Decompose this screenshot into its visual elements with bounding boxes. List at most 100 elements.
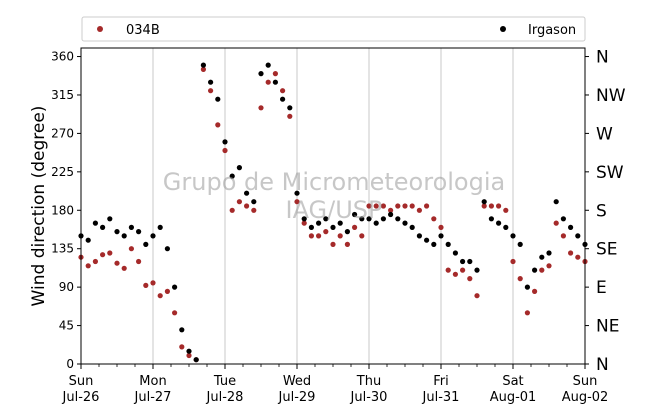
series-irgason-point	[337, 220, 343, 226]
compass-label: N	[596, 355, 609, 375]
series-034b-point	[568, 250, 574, 256]
series-irgason-point	[388, 211, 394, 218]
series-irgason-point	[215, 96, 221, 102]
series-irgason-point	[200, 62, 206, 68]
series-irgason-point	[424, 237, 430, 243]
series-034b-point	[496, 203, 502, 209]
compass-label: NE	[596, 317, 619, 337]
series-irgason-point	[272, 79, 278, 85]
y-tick-label: 45	[59, 319, 74, 333]
series-irgason-point	[121, 233, 127, 239]
series-034b-point	[524, 310, 531, 316]
series-irgason-point	[128, 224, 134, 230]
series-034b-point	[251, 207, 257, 213]
series-irgason-point	[294, 190, 300, 196]
compass-label: SE	[596, 240, 618, 260]
watermark-line-2: IAG/USP	[285, 196, 382, 224]
series-034b-point	[402, 203, 408, 209]
series-034b-point	[510, 258, 516, 265]
series-034b-point	[244, 203, 250, 209]
series-irgason-point	[539, 254, 545, 260]
series-034b-point	[553, 220, 559, 226]
series-irgason-point	[416, 233, 422, 239]
series-irgason-point	[431, 241, 437, 247]
compass-label: E	[596, 278, 607, 298]
series-irgason-point	[222, 139, 228, 145]
compass-label: NW	[596, 86, 626, 106]
series-034b-point	[294, 199, 300, 205]
series-034b-point	[452, 271, 458, 277]
legend-label-034b: 034B	[126, 23, 160, 38]
series-irgason-point	[136, 229, 142, 235]
series-034b-point	[359, 233, 365, 239]
series-irgason-point	[352, 211, 358, 218]
series-irgason-point	[236, 165, 242, 171]
series-034b-point	[265, 79, 271, 85]
series-irgason-point	[380, 216, 386, 222]
series-irgason-point	[323, 216, 329, 222]
series-034b-point	[287, 113, 293, 119]
x-tick-date: Jul-28	[206, 390, 244, 405]
x-tick-day: Sat	[502, 374, 523, 389]
y-tick-label: 180	[51, 203, 74, 217]
series-irgason-point	[517, 241, 523, 247]
y-tick-label: 225	[51, 165, 74, 179]
series-irgason-point	[402, 220, 408, 226]
series-034b-point	[539, 267, 545, 273]
watermark: Grupo de Micrometeorologia IAG/USP	[163, 168, 505, 224]
series-irgason-point	[409, 224, 415, 230]
series-irgason-point	[316, 220, 322, 226]
series-034b-point	[467, 276, 473, 282]
series-irgason-point	[150, 233, 156, 239]
y-tick-label: 315	[51, 88, 74, 102]
legend-box	[81, 16, 586, 42]
series-034b-point	[143, 282, 149, 288]
series-irgason-point	[359, 216, 365, 222]
x-tick-day: Sun	[69, 374, 94, 389]
series-034b	[78, 66, 588, 363]
series-034b-point	[92, 258, 98, 265]
series-irgason-point	[553, 199, 559, 205]
series-irgason-point	[503, 224, 509, 230]
series-034b-point	[121, 265, 127, 271]
x-tick-date: Aug-01	[490, 390, 537, 405]
x-tick-date: Aug-02	[562, 390, 609, 405]
series-034b-point	[352, 224, 358, 230]
series-034b-point	[316, 233, 322, 239]
series-irgason-point	[107, 216, 113, 222]
x-tick-day: Thu	[356, 374, 381, 389]
series-034b-point	[229, 207, 235, 213]
series-irgason-point	[100, 224, 106, 230]
series-034b-point	[560, 233, 567, 239]
series-034b-point	[409, 203, 415, 209]
series-irgason-point	[164, 246, 170, 252]
series-034b-point	[503, 207, 509, 213]
y-axis-ticks: 0 45 90 135 180 225 270 315 360	[51, 50, 81, 371]
series-034b-point	[460, 267, 466, 273]
series-034b-point	[431, 216, 437, 222]
series-irgason-point	[92, 220, 98, 226]
series-034b-point	[366, 203, 372, 209]
series-034b-point	[575, 254, 581, 260]
series-034b-point	[236, 199, 242, 205]
x-tick-day: Sun	[573, 374, 598, 389]
series-034b-point	[150, 280, 156, 286]
series-034b-point	[107, 250, 113, 256]
series-034b-point	[114, 260, 120, 266]
series-034b-point	[344, 241, 350, 247]
series-irgason-point	[532, 267, 538, 273]
series-irgason-point	[575, 233, 581, 239]
series-034b-point	[424, 203, 430, 209]
series-034b-point	[445, 267, 451, 273]
series-034b-point	[438, 224, 444, 230]
series-irgason-point	[143, 241, 149, 247]
series-irgason-point	[452, 250, 458, 256]
x-tick-day: Mon	[139, 374, 166, 389]
series-irgason-point	[445, 241, 451, 247]
series-irgason-point	[467, 258, 473, 265]
x-tick-date: Jul-26	[62, 390, 100, 405]
y-tick-label: 90	[59, 280, 74, 294]
series-irgason-point	[460, 258, 466, 265]
series-034b-point	[272, 71, 278, 77]
